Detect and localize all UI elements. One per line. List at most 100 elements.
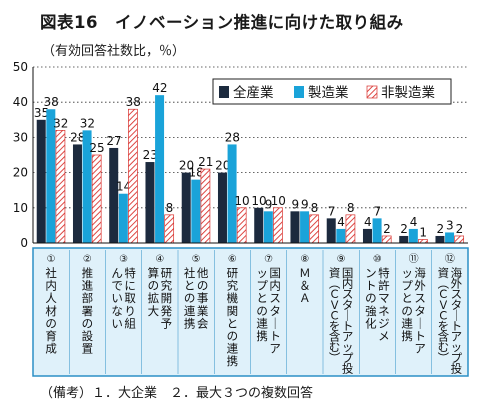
bar-value-label: 23 [143, 148, 158, 162]
bar-manufacturing [445, 232, 455, 243]
bar-value-label: 28 [70, 130, 85, 144]
bar-manufacturing [372, 218, 382, 243]
bar-value-label: 2 [456, 222, 464, 236]
bar-value-label: 27 [106, 134, 121, 148]
category-number: ④ [155, 254, 164, 265]
category-number: ⑪ [409, 253, 419, 265]
bar-value-label: 38 [43, 95, 58, 109]
legend-swatch [366, 85, 378, 99]
bar-all-industries [181, 172, 191, 243]
bar-manufacturing [227, 144, 237, 243]
bar-non-manufacturing [454, 235, 465, 244]
bar-value-label: 2 [400, 222, 408, 236]
legend-swatch [219, 86, 229, 98]
category-label: 算の拡大 [148, 266, 160, 318]
category-number: ⑥ [228, 254, 237, 265]
category-label: 研究機関との連携 [227, 266, 239, 368]
category-label: 社との連携 [184, 266, 196, 330]
unit-label: （有効回答社数比，％） [42, 44, 186, 59]
category-number: ⑦ [264, 254, 273, 265]
bar-value-label: 8 [311, 201, 319, 215]
bar-value-label: 18 [188, 166, 203, 180]
bar-value-label: 7 [374, 204, 382, 218]
bar-non-manufacturing [200, 168, 211, 244]
bar-value-label: 14 [116, 180, 131, 194]
category-label: 特に取り組 [124, 266, 136, 330]
bar-non-manufacturing [164, 214, 175, 244]
bar-all-industries [145, 162, 155, 243]
bar-non-manufacturing [236, 207, 247, 244]
legend-box [212, 78, 452, 105]
category-label: 研究開発予 [161, 266, 173, 330]
bar-manufacturing [46, 109, 56, 244]
category-label: 資︵ＣＶＣを含む︶ [438, 266, 450, 365]
bar-all-industries [435, 235, 445, 243]
legend-label: 製造業 [308, 85, 349, 101]
bar-value-label: 9 [301, 197, 309, 211]
category-label: 特許マネジメ [378, 266, 390, 343]
category-label: 資︵ＣＶＣを含む︶ [329, 266, 341, 365]
bar-non-manufacturing [418, 239, 428, 244]
bar-all-industries [72, 144, 82, 243]
bar-value-label: 21 [198, 155, 213, 169]
bar-all-industries [362, 228, 372, 243]
bar-value-label: 32 [80, 116, 95, 130]
bar-non-manufacturing [345, 214, 356, 244]
y-tick-label: 20 [13, 166, 28, 180]
bar-non-manufacturing [309, 214, 320, 244]
bar-manufacturing [336, 228, 346, 243]
bar-value-label: 28 [225, 130, 240, 144]
category-label: Ｍ＆Ａ [299, 266, 311, 305]
bar-all-industries [254, 207, 264, 243]
bar-value-label: 10 [271, 194, 286, 208]
category-label: 国内スタ｜トアップ投 [342, 266, 354, 375]
category-number: ⑧ [300, 254, 309, 265]
category-label: ントの強化 [365, 266, 377, 330]
y-tick-label: 10 [13, 201, 28, 215]
bar-all-industries [326, 218, 336, 243]
category-label: 海外スタ｜トア [414, 266, 426, 356]
bar-all-industries [109, 147, 119, 243]
bar-non-manufacturing [128, 108, 138, 244]
bar-value-label: 35 [34, 106, 49, 120]
category-number: ⑨ [337, 254, 346, 265]
category-label: 他の事業会 [197, 266, 209, 330]
category-label: ップとの連携 [401, 266, 413, 343]
footnote: （備考）１．大企業 ２．最大３つの複数回答 [40, 386, 314, 401]
bar-non-manufacturing [381, 235, 392, 244]
category-number: ⑫ [445, 253, 455, 265]
bar-manufacturing [300, 211, 310, 243]
y-tick-label: 30 [13, 130, 28, 144]
y-tick-label: 40 [13, 95, 28, 109]
bar-value-label: 4 [410, 215, 418, 229]
bar-manufacturing [408, 228, 418, 243]
bar-value-label: 7 [328, 204, 336, 218]
bar-non-manufacturing [55, 130, 66, 244]
category-label: 社内人材の育成 [45, 266, 57, 356]
bar-value-label: 20 [215, 159, 230, 173]
category-label: 海外スタ｜トアップ投 [451, 266, 463, 375]
bar-value-label: 3 [446, 218, 454, 232]
bar-all-industries [36, 119, 46, 243]
bar-value-label: 32 [53, 116, 68, 130]
bar-value-label: 2 [436, 222, 444, 236]
bar-value-label: 2 [383, 222, 391, 236]
bar-all-industries [217, 172, 227, 243]
bar-all-industries [399, 235, 409, 243]
chart-title: 図表16 イノベーション推進に向けた取り組み [40, 13, 404, 32]
bar-value-label: 42 [152, 81, 167, 95]
bar-all-industries [290, 211, 300, 243]
bar-non-manufacturing [91, 154, 102, 244]
bar-value-label: 8 [347, 201, 355, 215]
y-tick-label: 0 [20, 236, 28, 250]
category-label: ップとの連携 [256, 266, 268, 343]
category-number: ② [83, 254, 92, 265]
bar-value-label: 38 [126, 95, 141, 109]
bar-value-label: 9 [265, 197, 273, 211]
category-number: ③ [119, 254, 128, 265]
bar-non-manufacturing [273, 207, 283, 244]
category-number: ① [47, 254, 56, 265]
category-number: ⑤ [192, 254, 201, 265]
legend-label: 非製造業 [381, 85, 435, 101]
